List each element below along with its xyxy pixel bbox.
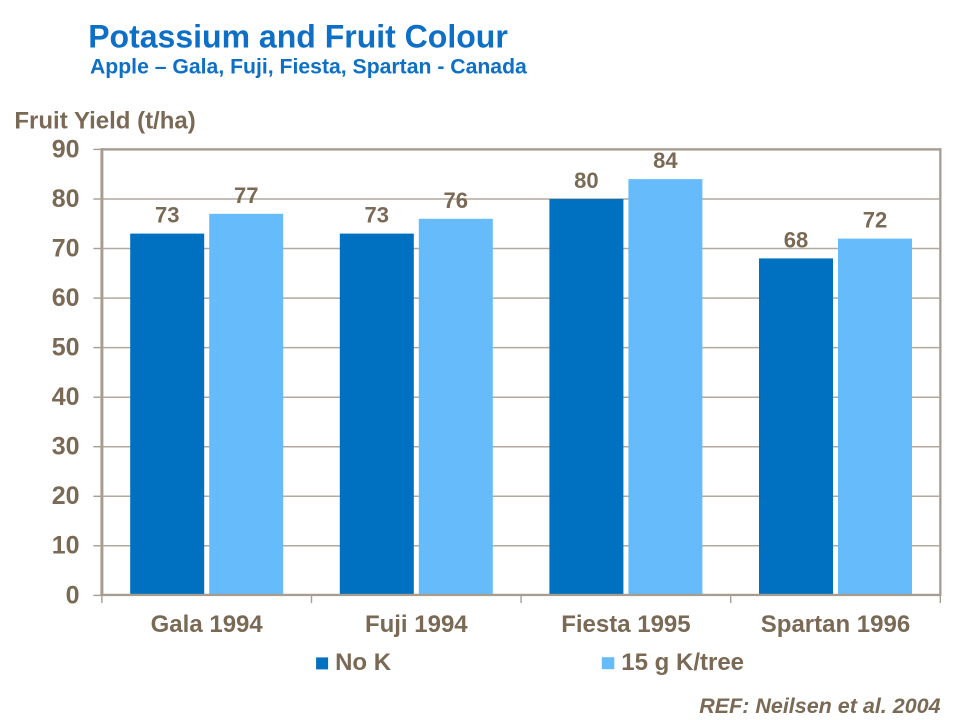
svg-text:10: 10: [52, 532, 80, 560]
svg-text:Potassium and Fruit Colour: Potassium and Fruit Colour: [88, 19, 508, 55]
svg-text:50: 50: [52, 334, 80, 362]
svg-text:76: 76: [444, 188, 468, 213]
svg-text:30: 30: [52, 433, 80, 461]
svg-text:77: 77: [234, 183, 258, 208]
svg-text:68: 68: [784, 227, 808, 252]
svg-text:80: 80: [52, 185, 80, 213]
svg-text:Apple – Gala, Fuji, Fiesta, Sp: Apple – Gala, Fuji, Fiesta, Spartan - Ca…: [90, 55, 527, 78]
svg-text:70: 70: [52, 234, 80, 262]
svg-text:84: 84: [653, 148, 678, 173]
svg-text:40: 40: [52, 383, 80, 411]
svg-text:Fiesta 1995: Fiesta 1995: [561, 611, 690, 638]
svg-text:REF: Neilsen et al. 2004: REF: Neilsen et al. 2004: [699, 694, 940, 718]
svg-text:Spartan 1996: Spartan 1996: [761, 611, 910, 638]
svg-text:80: 80: [574, 168, 598, 193]
svg-text:Fruit Yield (t/ha): Fruit Yield (t/ha): [14, 107, 195, 134]
svg-text:15 g K/tree: 15 g K/tree: [621, 649, 744, 676]
svg-text:No K: No K: [335, 649, 392, 676]
svg-text:73: 73: [155, 203, 179, 228]
svg-text:0: 0: [66, 581, 80, 609]
svg-text:Gala 1994: Gala 1994: [151, 611, 264, 638]
svg-text:72: 72: [863, 208, 887, 233]
svg-text:60: 60: [52, 284, 80, 312]
svg-text:Fuji 1994: Fuji 1994: [365, 611, 468, 638]
svg-text:73: 73: [365, 203, 389, 228]
svg-text:90: 90: [52, 135, 80, 163]
svg-text:20: 20: [52, 482, 80, 510]
